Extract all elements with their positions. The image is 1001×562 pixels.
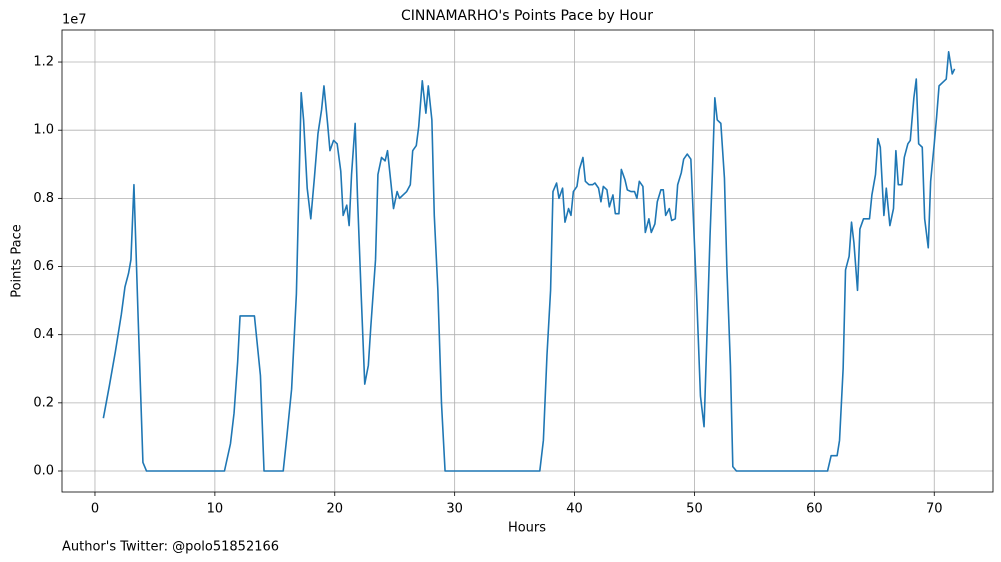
data-line bbox=[102, 51, 956, 472]
x-tick-label: 60 bbox=[806, 502, 823, 517]
x-tick-label: 0 bbox=[91, 502, 99, 517]
footer: Author's Twitter: @polo51852166 bbox=[62, 540, 279, 555]
x-tick-label: 40 bbox=[566, 502, 583, 517]
y-tick-label: 0.8 bbox=[33, 191, 54, 206]
y-offset-label: 1e7 bbox=[62, 13, 87, 28]
x-axis-label: Hours bbox=[508, 521, 546, 536]
y-tick-label: 0.6 bbox=[33, 259, 54, 274]
y-tick-label: 0.4 bbox=[33, 327, 54, 342]
x-tick-label: 30 bbox=[446, 502, 463, 517]
y-axis-label: Points Pace bbox=[10, 224, 25, 298]
y-tick-label: 1.0 bbox=[33, 123, 54, 138]
x-tick-label: 70 bbox=[926, 502, 943, 517]
plot-frame bbox=[61, 29, 994, 493]
x-tick-label: 50 bbox=[686, 502, 703, 517]
y-tick-label: 1.2 bbox=[33, 55, 54, 70]
y-tick-label: 0.2 bbox=[33, 395, 54, 410]
x-tick-label: 10 bbox=[207, 502, 224, 517]
chart-title: CINNAMARHO's Points Pace by Hour bbox=[401, 8, 653, 24]
x-tick-label: 20 bbox=[326, 502, 343, 517]
y-tick-label: 0.0 bbox=[33, 464, 54, 479]
